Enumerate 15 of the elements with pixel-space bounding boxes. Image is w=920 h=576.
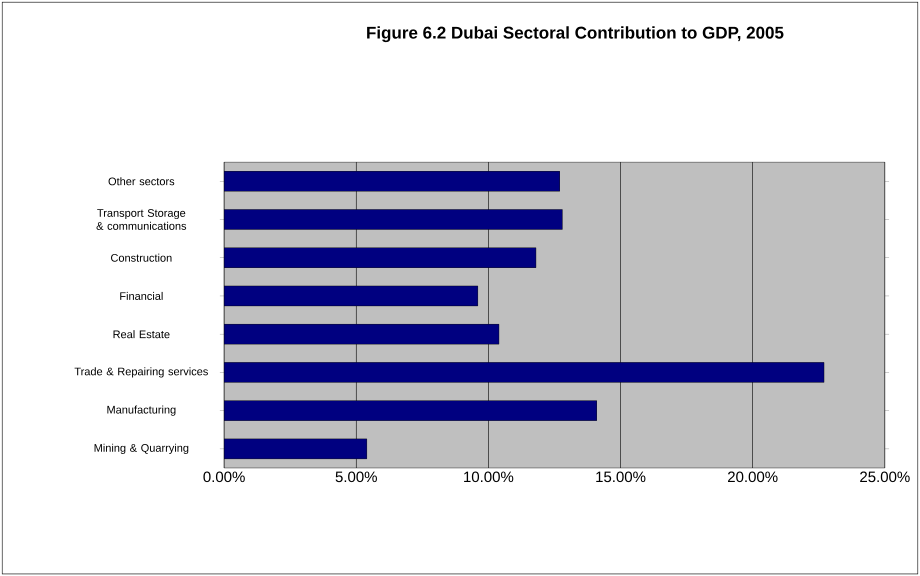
x-tick-label: 5.00% <box>336 471 377 482</box>
chart-title: Figure 6.2 Dubai Sectoral Contribution to GDP, 2005 <box>367 26 784 42</box>
y-tick-label: Construction <box>111 254 172 262</box>
x-tick-label: 20.00% <box>728 471 778 482</box>
y-tick-label: Real Estate <box>114 330 170 338</box>
y-tick-label: Transport Storage & communications <box>96 209 186 230</box>
y-tick-label: Manufacturing <box>107 405 176 416</box>
y-tick-label: Mining & Quarrying <box>94 444 188 454</box>
y-tick-label: Financial <box>120 292 163 300</box>
y-tick-label: Other sectors <box>108 177 174 186</box>
x-tick-label: 15.00% <box>596 471 646 482</box>
y-tick-label: Trade & Repairing services <box>74 367 208 378</box>
x-tick-label: 25.00% <box>860 471 910 482</box>
x-tick-label: 0.00% <box>203 471 245 482</box>
x-tick-label: 10.00% <box>464 471 514 482</box>
